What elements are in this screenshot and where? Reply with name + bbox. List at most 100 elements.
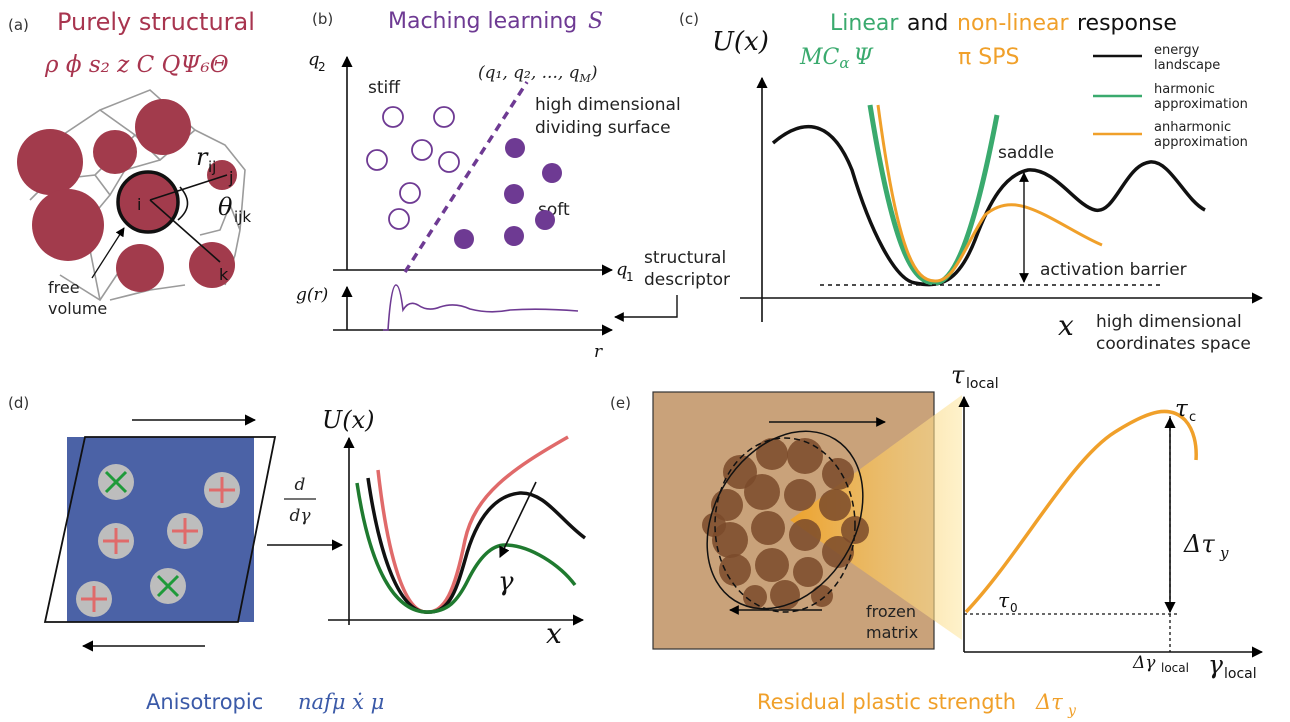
stiff-points [366, 106, 460, 230]
r-label: r [594, 342, 603, 362]
saddle-label: saddle [998, 143, 1054, 163]
soft-point [505, 138, 525, 158]
panel-b-title: Maching learning [388, 9, 577, 34]
stiff-point [438, 151, 460, 173]
caption-e-sub: y [1067, 703, 1077, 719]
panel-e: (e) frozen matrix τ local τ c [610, 361, 1264, 719]
tau-c-label: τ [1175, 396, 1189, 422]
inclusion-green [150, 568, 186, 604]
gamma-local-label: γ [1208, 650, 1223, 679]
particle [135, 99, 191, 155]
xd-label: x [546, 617, 562, 650]
inclusion-green [98, 464, 134, 500]
q1-label: q [616, 259, 628, 280]
shear-zone-particles [702, 438, 869, 610]
delta-gamma-sub: local [1161, 661, 1189, 675]
stiff-point [399, 182, 421, 204]
stiff-point [388, 208, 410, 230]
inclusion-red [98, 523, 134, 559]
particle [116, 244, 164, 292]
label-theta-sub: ijk [234, 208, 251, 226]
label-i: i [137, 195, 141, 214]
undeformed-ellipse [714, 437, 856, 613]
legend-energy-2: landscape [1154, 58, 1220, 73]
soft-point [542, 163, 562, 183]
legend-harm-2: approximation [1154, 97, 1248, 112]
panel-b-tag: (b) [312, 10, 333, 28]
x-label: x [1058, 309, 1074, 342]
particle [32, 189, 104, 261]
delta-gamma-label: Δγ [1132, 653, 1156, 673]
projection-cone [790, 395, 962, 640]
panel-e-tag: (e) [610, 394, 631, 412]
title-nonlinear: non-linear [957, 11, 1069, 36]
tau0-label: τ [998, 588, 1010, 612]
soft-point [454, 229, 474, 249]
label-j: j [228, 168, 233, 187]
activation-label: activation barrier [1040, 260, 1187, 280]
central-particle [116, 170, 180, 234]
free-volume-arrow [91, 227, 125, 279]
energy-landscape-curve [771, 124, 1206, 287]
deriv-num: d [295, 475, 306, 495]
descriptor-arrow [614, 295, 678, 322]
soft-point [535, 210, 555, 230]
delta-tau-label: Δτ [1183, 530, 1215, 558]
soft-points [454, 138, 562, 249]
green-symbols-psi: Ψ [854, 45, 874, 70]
label-theta: θ [218, 193, 233, 221]
tau-c-sub: c [1189, 410, 1196, 425]
particles [17, 99, 237, 292]
panel-c-tag: (c) [679, 10, 699, 28]
ud-label: U(x) [322, 406, 375, 434]
dividing-surface [403, 81, 529, 273]
panel-b-title-symbol: S [588, 9, 603, 34]
deformed-ellipse [706, 430, 864, 610]
surface-line1: high dimensional [535, 95, 681, 115]
panel-a-tag: (a) [8, 16, 29, 34]
particle [17, 129, 83, 195]
stress-strain-curve [964, 409, 1198, 614]
stiff-label: stiff [368, 78, 401, 98]
stiff-point [411, 139, 433, 161]
stiff-point [366, 149, 388, 171]
panel-a: (a) Purely structural ρ ϕ s₂ z C QΨ₆Θ [8, 8, 255, 318]
particle [189, 242, 235, 288]
free-volume-line1: free [48, 278, 80, 297]
inclusion-red [167, 513, 203, 549]
descriptor-line1: structural [644, 248, 726, 268]
tau0-sub: 0 [1010, 601, 1018, 615]
surface-line2: dividing surface [535, 118, 671, 138]
soft-point [504, 184, 524, 204]
stiff-point [433, 106, 455, 128]
particle [93, 130, 137, 174]
green-curve [355, 482, 577, 614]
legend-energy-1: energy [1154, 43, 1200, 58]
q2-label: q [308, 49, 320, 70]
black-curve [366, 477, 587, 614]
sheared-box [43, 436, 277, 623]
gamma-label: γ [498, 567, 514, 597]
caption-d-symbols: nafμ ẋ μ [298, 690, 384, 714]
green-symbols: MCα Ψ [799, 45, 874, 72]
q1-label-sub: 1 [626, 270, 634, 284]
angle-arc [177, 186, 189, 221]
panel-d: (d) [8, 394, 587, 714]
title-linear: Linear [830, 11, 899, 36]
tuple-sub: M [579, 72, 592, 85]
stiff-point [382, 106, 404, 128]
q2-label-sub: 2 [318, 60, 326, 74]
green-symbols-sub: α [839, 54, 849, 72]
inclusions [76, 464, 240, 617]
green-symbols-main: MC [799, 45, 840, 70]
inclusion-red [204, 472, 240, 508]
orange-symbols: π SPS [958, 45, 1019, 70]
free-volume-line2: volume [48, 299, 107, 318]
frozen-line2: matrix [866, 623, 918, 642]
tuple-end: ) [590, 63, 598, 83]
caption-d: Anisotropic [146, 690, 263, 714]
panel-c: (c) Linear and non-linear response U(x) … [679, 10, 1264, 354]
delta-tau-sub: y [1219, 544, 1229, 562]
gamma-local-sub: local [1224, 666, 1257, 682]
